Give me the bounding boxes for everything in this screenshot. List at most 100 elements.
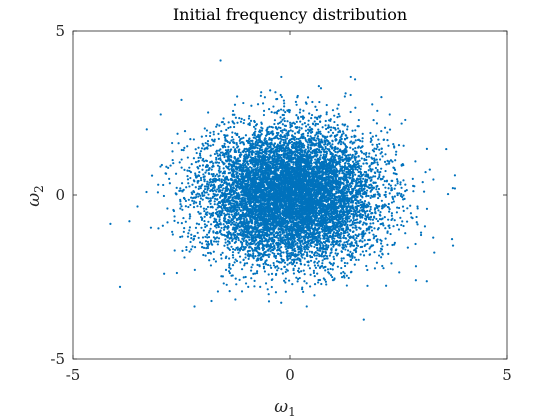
scatter-point [365, 155, 368, 159]
scatter-point [376, 145, 379, 148]
scatter-point [220, 207, 223, 210]
scatter-point [402, 209, 405, 212]
scatter-point [223, 212, 226, 215]
scatter-point [145, 190, 148, 194]
scatter-point [356, 168, 359, 172]
scatter-point [347, 185, 350, 188]
scatter-point [357, 258, 360, 261]
scatter-point [282, 251, 285, 254]
scatter-point [399, 183, 402, 186]
scatter-point [201, 242, 204, 245]
scatter-point [384, 195, 387, 198]
scatter-point [188, 229, 191, 232]
scatter-point [251, 133, 254, 137]
scatter-point [386, 159, 389, 162]
scatter-point [291, 130, 294, 133]
scatter-point [255, 250, 258, 253]
scatter-point [307, 143, 310, 146]
scatter-point [200, 246, 204, 249]
scatter-point [371, 103, 374, 106]
scatter-point [312, 271, 316, 275]
scatter-point [372, 181, 375, 185]
scatter-point [203, 219, 206, 223]
scatter-point [295, 120, 298, 123]
scatter-point [167, 166, 170, 170]
scatter-point [214, 180, 217, 183]
scatter-point [232, 146, 235, 149]
scatter-point [336, 196, 339, 199]
scatter-point [325, 113, 328, 116]
scatter-point [336, 107, 339, 110]
scatter-point [207, 193, 210, 196]
scatter-point [253, 241, 256, 244]
scatter-point [329, 199, 333, 202]
scatter-point [313, 245, 316, 249]
scatter-point [293, 132, 297, 135]
scatter-point [203, 160, 206, 163]
scatter-point [392, 143, 395, 146]
scatter-point [212, 133, 215, 136]
scatter-point [291, 282, 294, 286]
scatter-point [421, 181, 424, 184]
scatter-point [329, 220, 332, 224]
scatter-point [334, 234, 337, 238]
scatter-point [203, 127, 206, 130]
scatter-point [342, 257, 345, 260]
scatter-point [183, 130, 187, 133]
scatter-point [343, 261, 346, 265]
scatter-point [118, 285, 122, 288]
scatter-point [176, 221, 180, 224]
scatter-point [346, 162, 350, 165]
scatter-point [313, 136, 316, 139]
scatter-point [303, 257, 306, 260]
scatter-point [199, 179, 203, 182]
scatter-point [352, 194, 355, 197]
scatter-point [220, 257, 223, 260]
scatter-point [275, 272, 278, 276]
scatter-point [293, 136, 297, 139]
scatter-point [180, 158, 183, 161]
scatter-point [342, 132, 345, 135]
scatter-point [293, 138, 296, 141]
scatter-point [401, 205, 405, 208]
scatter-point [273, 122, 276, 126]
scatter-point [380, 256, 383, 259]
scatter-point [304, 129, 308, 132]
scatter-point [308, 112, 311, 115]
scatter-point [286, 269, 289, 272]
scatter-point [165, 165, 168, 168]
scatter-point [336, 252, 339, 255]
scatter-point [267, 300, 271, 303]
scatter-point [388, 160, 391, 163]
scatter-point [226, 246, 229, 249]
scatter-point [422, 190, 426, 193]
scatter-point [190, 248, 193, 251]
scatter-point [231, 251, 235, 254]
scatter-point [219, 186, 222, 189]
scatter-point [195, 222, 198, 225]
scatter-point [184, 205, 187, 208]
scatter-point [240, 268, 244, 271]
scatter-point [253, 119, 256, 123]
scatter-point [348, 215, 352, 218]
scatter-point [205, 233, 209, 236]
scatter-point [109, 222, 112, 225]
scatter-point [388, 210, 391, 213]
scatter-point [228, 168, 231, 171]
scatter-point [266, 263, 270, 267]
scatter-point [340, 257, 343, 260]
scatter-point [389, 184, 392, 187]
scatter-point [387, 218, 390, 221]
scatter-point [392, 200, 395, 203]
scatter-point [180, 222, 183, 225]
scatter-point [319, 154, 322, 157]
scatter-point [394, 184, 397, 187]
scatter-point [232, 109, 235, 113]
scatter-point [337, 103, 340, 106]
scatter-point [196, 231, 199, 234]
scatter-point [313, 283, 317, 286]
scatter-point [361, 196, 364, 199]
scatter-point [378, 158, 382, 161]
scatter-point [190, 163, 193, 166]
scatter-point [185, 186, 188, 189]
